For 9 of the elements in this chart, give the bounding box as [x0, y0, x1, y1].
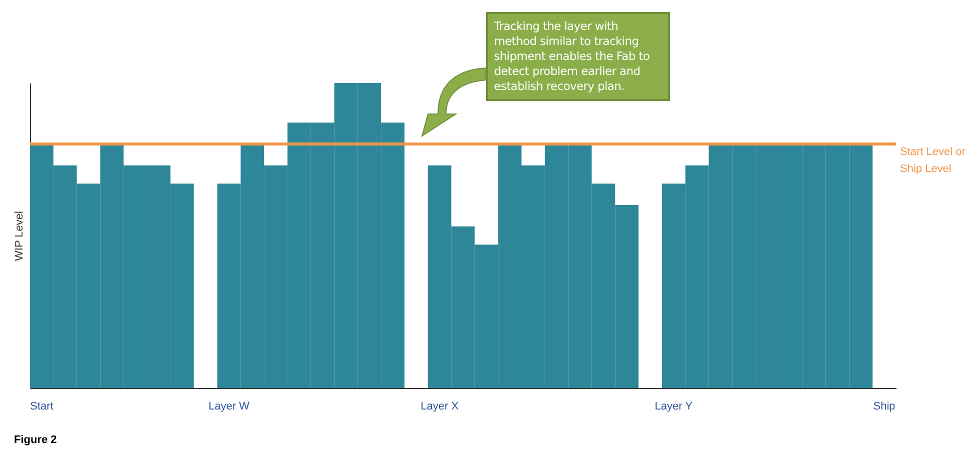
x-tick-label: Layer X	[420, 400, 460, 412]
x-tick-label: Layer W	[208, 400, 250, 412]
y-axis-title: WIP Level	[14, 211, 26, 261]
x-tick-label: Ship	[873, 400, 896, 412]
x-tick-label: Start	[30, 400, 54, 412]
x-tick-label: Layer Y	[654, 400, 694, 412]
ref-line-label: Start Level or Ship Level	[900, 146, 966, 175]
annotation: Tracking the layer with method similar to tracking shipment enables the Fab to detect problem earlier and establish recovery plan.	[486, 12, 670, 101]
caption: Figure 2	[14, 434, 57, 446]
